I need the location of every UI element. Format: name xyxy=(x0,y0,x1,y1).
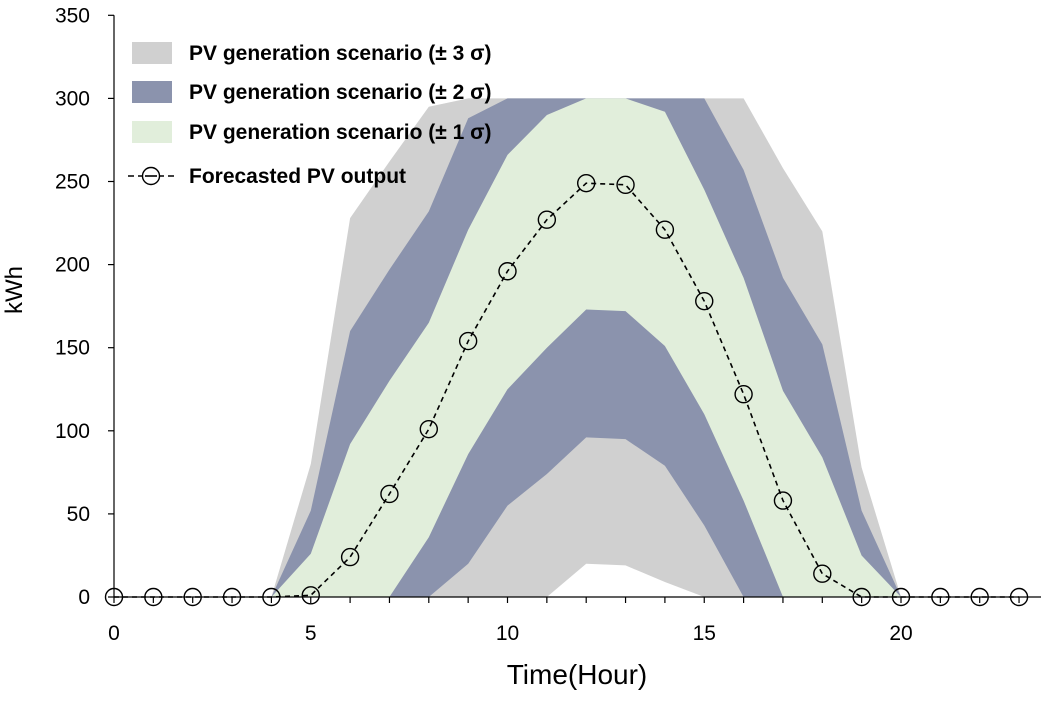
y-axis-title: kWh xyxy=(1,266,28,314)
forecast-point xyxy=(931,587,950,607)
forecast-line-layer xyxy=(104,173,1029,607)
forecast-point xyxy=(301,586,320,605)
forecast-point xyxy=(498,262,517,281)
legend-label: PV generation scenario (± 1 σ) xyxy=(189,121,491,144)
legend-swatch-2-sigma xyxy=(132,81,172,103)
forecast-point xyxy=(380,484,399,504)
y-tick-label: 50 xyxy=(67,503,90,526)
forecast-point xyxy=(773,491,793,510)
x-tick-label: 15 xyxy=(693,622,716,645)
forecast-point xyxy=(577,173,596,193)
forecast-point xyxy=(970,587,989,607)
y-tick-label: 150 xyxy=(55,337,90,360)
legend-label: PV generation scenario (± 2 σ) xyxy=(189,81,491,104)
x-tick-label: 5 xyxy=(305,622,317,645)
forecast-point xyxy=(813,564,832,583)
x-axis-title: Time(Hour) xyxy=(507,659,648,690)
forecast-point xyxy=(537,210,557,229)
tick-labels: 0 50 100 150 200 250 300 350 0 5 10 15 20 xyxy=(55,4,913,645)
forecast-point xyxy=(734,385,753,404)
legend-swatch-1-sigma xyxy=(132,121,172,143)
y-tick-label: 200 xyxy=(55,254,90,277)
x-tick-label: 0 xyxy=(108,622,120,645)
forecast-point xyxy=(144,587,163,607)
forecast-point xyxy=(616,175,635,195)
legend-swatch-3-sigma xyxy=(132,42,172,64)
forecast-point xyxy=(458,331,478,351)
forecast-point xyxy=(222,587,242,607)
forecast-line xyxy=(114,182,1020,598)
forecast-point xyxy=(1009,587,1029,607)
y-tick-label: 100 xyxy=(55,420,90,443)
forecast-point xyxy=(695,291,714,311)
forecast-point xyxy=(104,587,124,607)
y-tick-label: 300 xyxy=(55,87,90,110)
band-1-sigma xyxy=(114,98,1020,598)
legend: PV generation scenario (± 3 σ) PV generat… xyxy=(128,42,491,188)
forecast-point xyxy=(852,587,871,607)
forecast-point xyxy=(262,587,281,607)
legend-label: Forecasted PV output xyxy=(189,165,406,188)
y-tick-label: 250 xyxy=(55,171,90,194)
x-tick-label: 20 xyxy=(889,622,912,645)
legend-label: PV generation scenario (± 3 σ) xyxy=(189,42,491,65)
forecast-point xyxy=(340,547,360,567)
forecast-point xyxy=(183,587,202,607)
forecast-point xyxy=(419,419,438,439)
y-tick-label: 0 xyxy=(78,586,90,609)
x-tick-label: 10 xyxy=(496,622,519,645)
scenario-bands xyxy=(114,98,1020,598)
forecast-point xyxy=(655,220,675,239)
y-tick-label: 350 xyxy=(55,4,90,27)
forecast-point xyxy=(891,587,911,607)
